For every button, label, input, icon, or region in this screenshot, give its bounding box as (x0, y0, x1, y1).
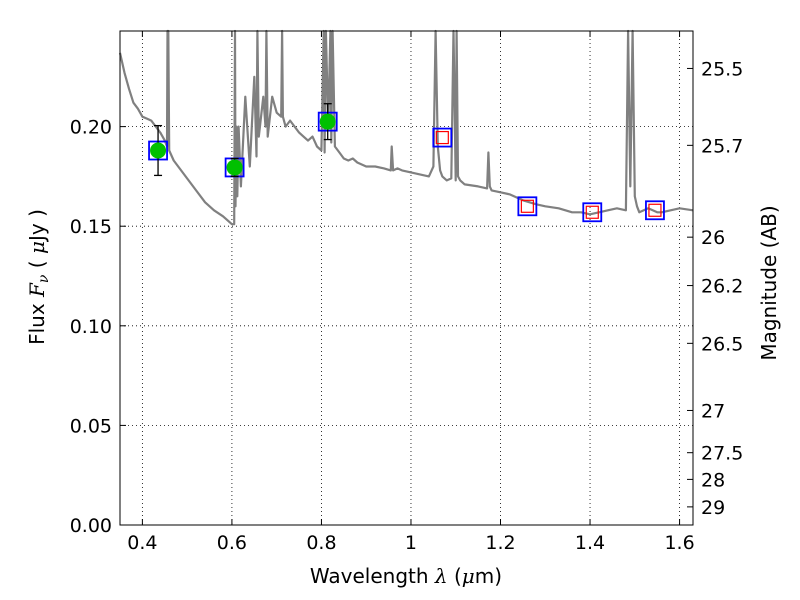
y-axis-label-text: Flux (25, 303, 49, 345)
spectrum-layer (118, 29, 694, 226)
y-axis-subscript: ν (36, 274, 52, 283)
y-tick-label: 0.15 (70, 216, 112, 238)
x-tick-label: 0.6 (217, 532, 247, 554)
x-tick-label: 1.2 (485, 532, 515, 554)
y2-tick-label: 25.5 (701, 58, 743, 80)
y-tick-label: 0.10 (70, 316, 112, 338)
y-axis-unit-rest: Jy ) (25, 209, 49, 243)
y2-tick-label: 26.5 (701, 333, 743, 355)
y2-tick-label: 26 (701, 227, 725, 249)
model-band-box (645, 200, 665, 221)
x-axis-label-text: Wavelength (310, 564, 429, 588)
x-axis-symbol: λ (434, 564, 448, 588)
y2-tick-label: 27.5 (701, 443, 743, 465)
model-flux-point (520, 199, 534, 213)
grid (120, 31, 693, 525)
ticks: 0.4 0.6 0.8 1 1.2 1.4 1.6 0.00 0.05 0.10 0.15 0.20 2… (70, 31, 743, 554)
x-axis-unit-open: ( (454, 564, 462, 588)
observed-flux-point (150, 142, 167, 159)
y-axis-symbol: F (25, 282, 49, 298)
model-flux-point (648, 203, 662, 217)
y2-axis-label: Magnitude (AB) (757, 205, 781, 360)
x-axis-unit-mu: μ (462, 564, 475, 588)
x-axis-label: Wavelength λ (μm) (310, 564, 502, 588)
y2-tick-label: 28 (701, 469, 725, 491)
y2-tick-label: 27 (701, 400, 725, 422)
model-flux-point (435, 130, 449, 145)
x-tick-label: 1 (405, 532, 417, 554)
y2-tick-label: 29 (701, 497, 725, 519)
photometry-layer (148, 103, 665, 223)
y-axis-unit-open: ( (25, 260, 49, 268)
observed-flux-point (226, 159, 243, 176)
x-tick-label: 1.4 (575, 532, 605, 554)
y2-tick-label: 25.7 (701, 135, 743, 157)
model-flux-point (585, 205, 599, 219)
x-axis-unit-rest: m) (475, 564, 502, 588)
model-band-box (517, 196, 538, 217)
x-tick-label: 1.6 (664, 532, 694, 554)
model-spectrum-line (118, 29, 694, 226)
x-tick-label: 0.4 (127, 532, 157, 554)
observed-flux-point (319, 113, 336, 130)
y2-tick-label: 26.2 (701, 276, 743, 298)
y-axis-label: Flux Fν ( μJy ) (25, 209, 52, 345)
y-tick-label: 0.00 (70, 515, 112, 537)
y-tick-label: 0.20 (70, 117, 112, 139)
y-axis-unit-mu: μ (25, 241, 49, 254)
model-band-box (432, 127, 453, 148)
y-tick-label: 0.05 (70, 415, 112, 437)
x-tick-label: 0.8 (306, 532, 336, 554)
plot-frame (119, 30, 694, 526)
model-band-box (582, 202, 603, 223)
